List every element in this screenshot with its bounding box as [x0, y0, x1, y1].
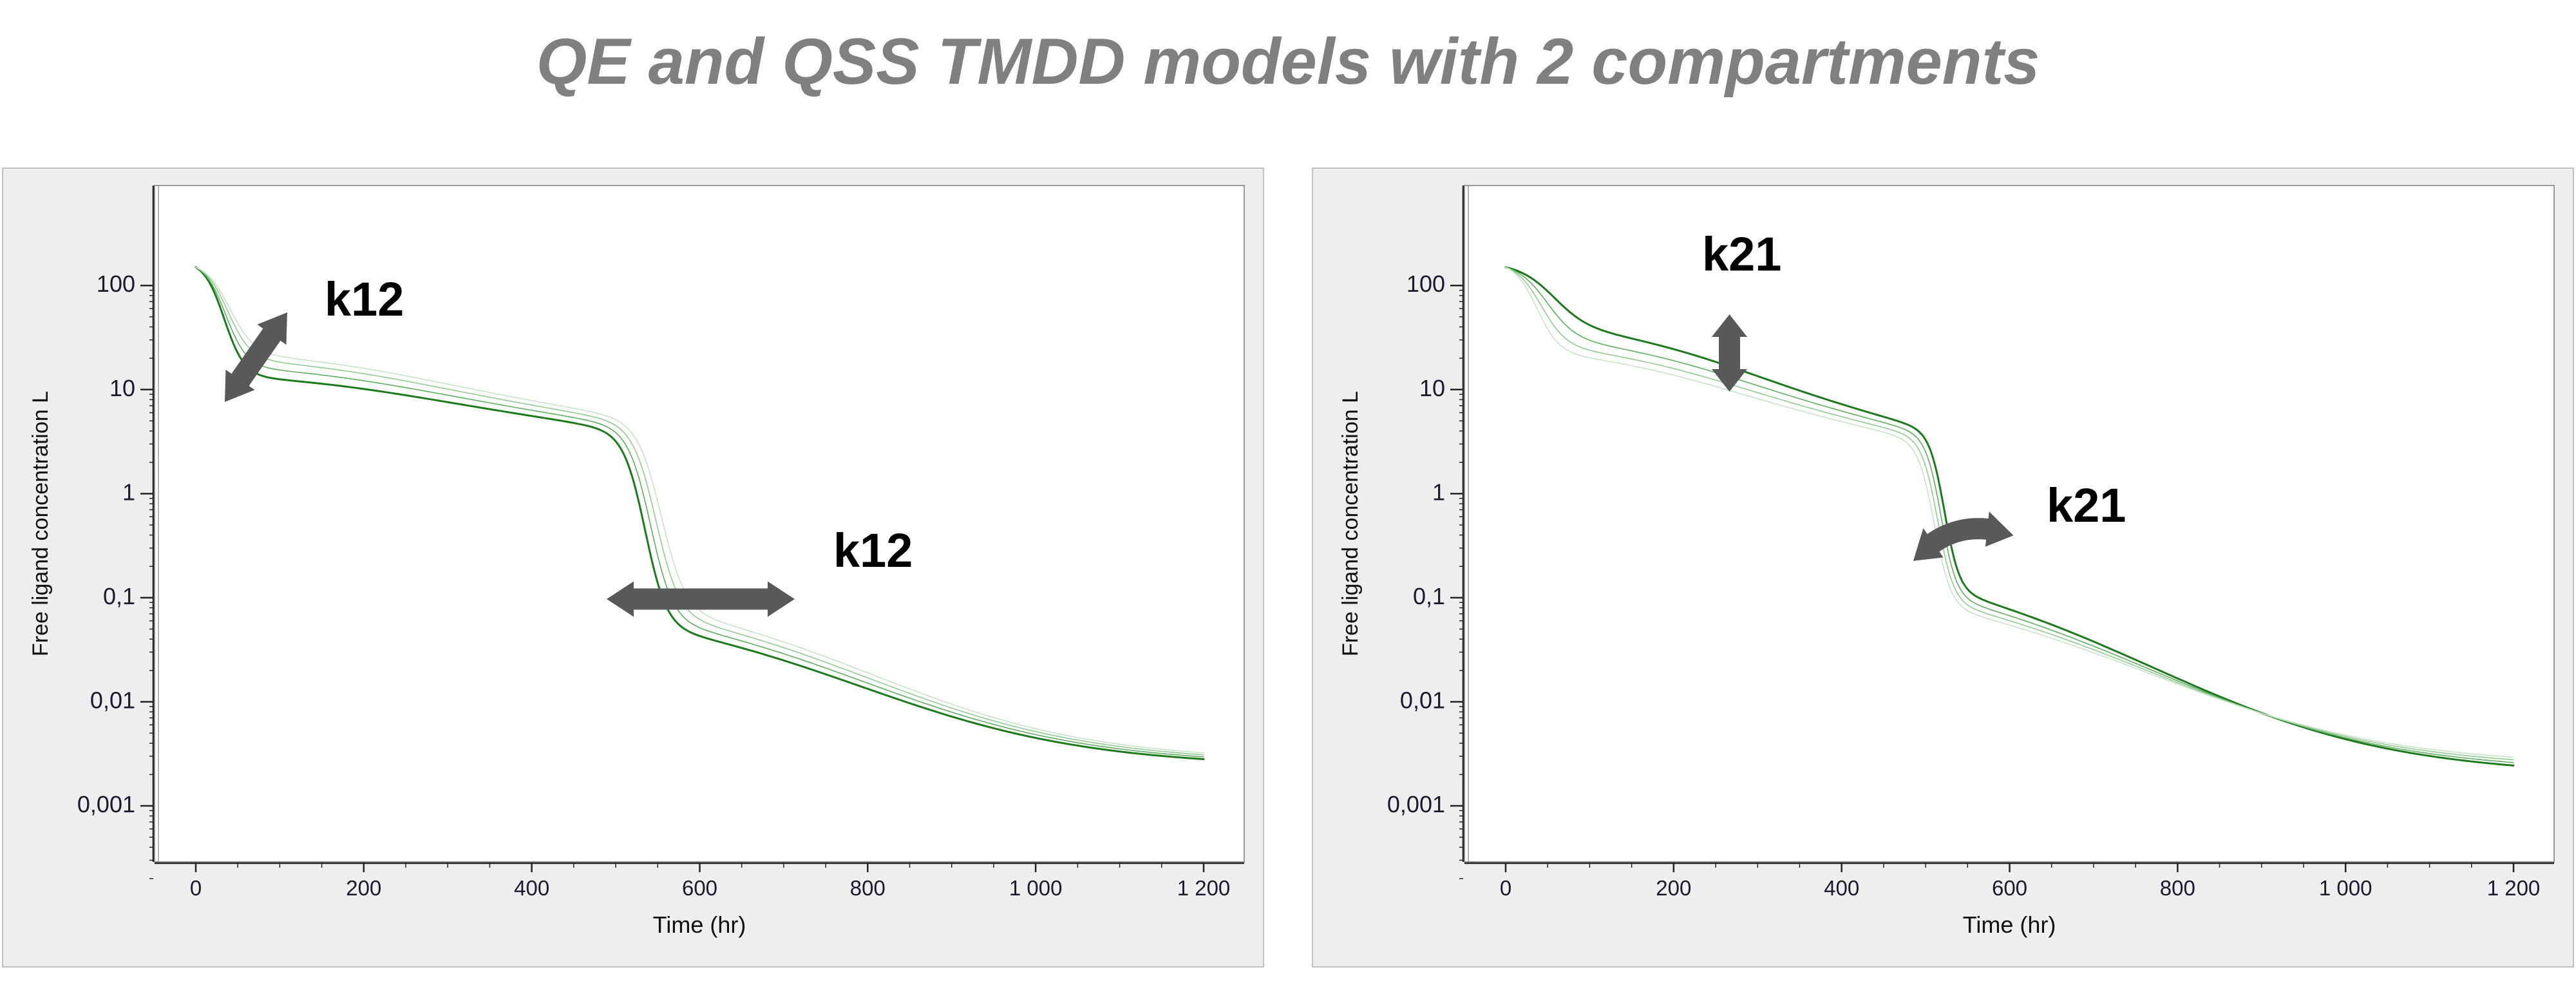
svg-text:600: 600 [1992, 876, 2027, 900]
svg-text:0: 0 [190, 876, 202, 900]
svg-text:k21: k21 [2047, 479, 2126, 532]
svg-text:1: 1 [122, 479, 135, 505]
svg-text:400: 400 [514, 876, 549, 900]
svg-text:100: 100 [97, 271, 135, 297]
svg-text:Time (hr): Time (hr) [1963, 911, 2056, 938]
svg-text:0,01: 0,01 [90, 687, 135, 713]
svg-text:0,01: 0,01 [1400, 687, 1445, 713]
svg-text:1 000: 1 000 [1009, 876, 1063, 900]
svg-text:QE and QSS TMDD models with 2: QE and QSS TMDD models with 2 compartmen… [536, 26, 2040, 98]
svg-text:k12: k12 [833, 524, 913, 577]
svg-text:0,001: 0,001 [1387, 791, 1445, 817]
svg-text:10: 10 [109, 375, 135, 401]
svg-text:600: 600 [682, 876, 717, 900]
svg-text:1 200: 1 200 [1177, 876, 1231, 900]
svg-text:100: 100 [1406, 271, 1445, 297]
svg-text:k12: k12 [325, 272, 404, 326]
svg-text:400: 400 [1824, 876, 1859, 900]
svg-text:800: 800 [2160, 876, 2195, 900]
svg-text:Free ligand concentration L: Free ligand concentration L [28, 391, 53, 656]
svg-text:1 200: 1 200 [2487, 876, 2541, 900]
svg-text:1 000: 1 000 [2319, 876, 2372, 900]
svg-text:0: 0 [1500, 876, 1511, 900]
svg-text:0,1: 0,1 [1413, 583, 1445, 609]
svg-text:10: 10 [1419, 375, 1445, 401]
svg-text:0,1: 0,1 [103, 583, 135, 609]
svg-text:0,001: 0,001 [77, 791, 135, 817]
svg-text:Free ligand concentration L: Free ligand concentration L [1338, 391, 1363, 656]
svg-text:800: 800 [850, 876, 886, 900]
svg-text:k21: k21 [1702, 227, 1781, 281]
svg-text:1: 1 [1432, 479, 1445, 505]
svg-text:200: 200 [346, 876, 381, 900]
svg-text:Time (hr): Time (hr) [653, 911, 746, 938]
svg-text:200: 200 [1656, 876, 1691, 900]
